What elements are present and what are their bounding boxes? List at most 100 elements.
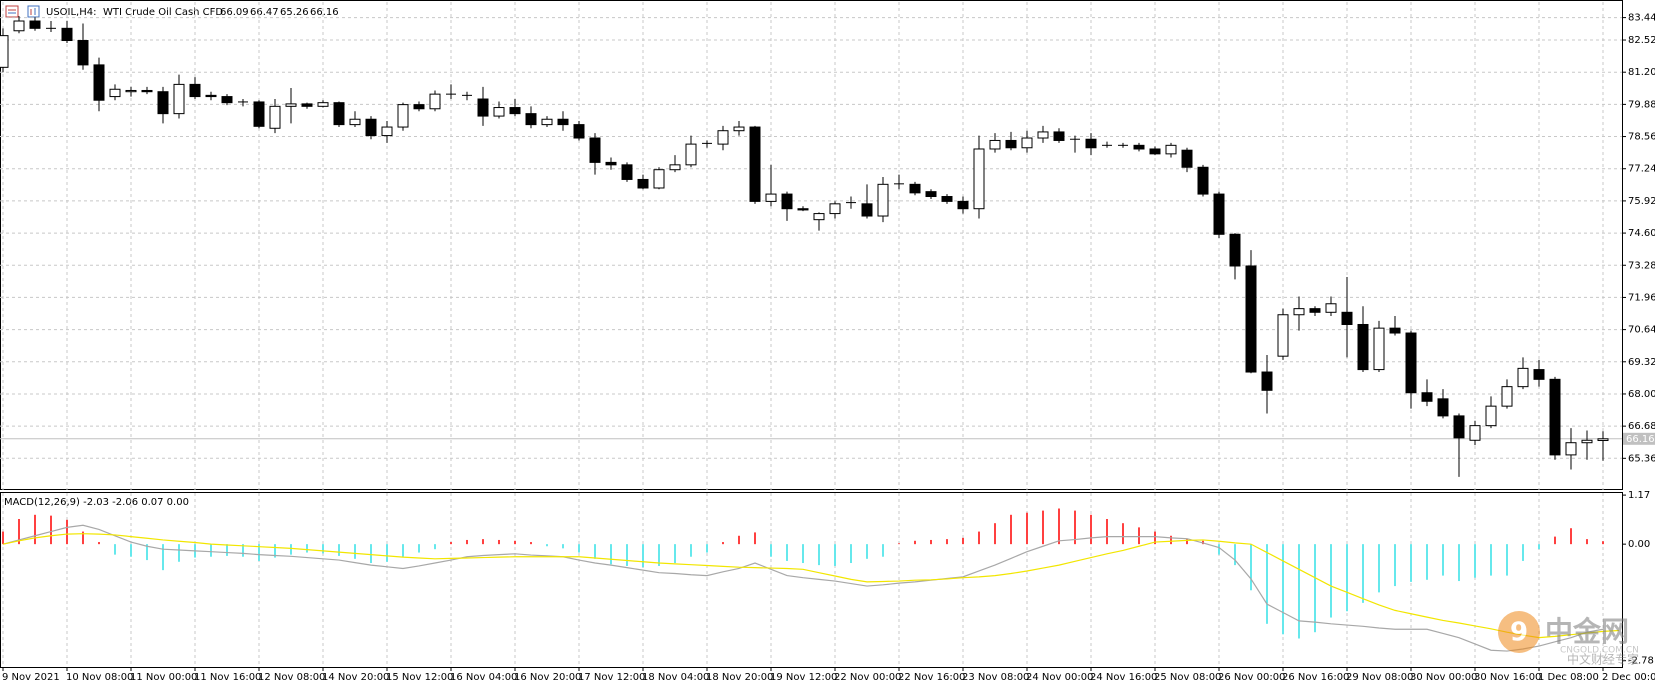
histogram-bar (546, 544, 548, 547)
candle-body (333, 102, 345, 126)
histogram-bar (50, 515, 52, 545)
candle-body (493, 107, 505, 117)
candle-body (1501, 386, 1513, 407)
candle-body (605, 161, 617, 166)
histogram-bar (1298, 544, 1300, 639)
candle-body (381, 126, 393, 137)
histogram-bar (162, 544, 164, 571)
y-tick-label: 65.36 (1628, 453, 1655, 464)
x-tick-label: 11 Nov 16:00 (194, 672, 261, 683)
icon-period[interactable] (27, 5, 40, 18)
candle-body (1133, 144, 1145, 150)
candle-body (909, 183, 921, 194)
histogram-bar (1330, 544, 1332, 618)
histogram-bar (450, 542, 452, 545)
ohlc-high: 66.47 (250, 7, 279, 18)
x-tick-label: 15 Nov 12:00 (386, 672, 453, 683)
candle-body (61, 27, 73, 42)
candle-body (0, 35, 9, 68)
candle-body (365, 118, 377, 137)
histogram-bar (1074, 510, 1076, 545)
watermark-glyph: 9 (1510, 618, 1528, 648)
y-tick-label: 0.00 (1628, 539, 1650, 550)
candle-body (109, 88, 121, 98)
y-tick-label: 68.00 (1628, 389, 1655, 400)
histogram-bar (706, 544, 708, 553)
indicator-line (2, 533, 1620, 639)
candle-body (749, 126, 761, 202)
current-price-box (1623, 432, 1655, 445)
histogram-bar (978, 531, 980, 545)
y-tick-label: 82.52 (1628, 35, 1655, 46)
candle-body (1053, 131, 1065, 141)
indicator-legend: MACD(12,26,9) -2.03 -2.06 0.07 0.00 (4, 497, 189, 508)
x-tick-label: 2 Dec 00:00 (1602, 672, 1655, 683)
candle-body (93, 64, 105, 101)
histogram-bar (722, 542, 724, 545)
candle-body (1149, 148, 1161, 155)
histogram-bar (1122, 523, 1124, 545)
x-tick-label: 10 Nov 08:00 (66, 672, 133, 683)
candle-body (1517, 367, 1529, 388)
histogram-bar (1586, 539, 1588, 545)
histogram-bar (642, 544, 644, 568)
histogram-bar (1570, 528, 1572, 545)
x-tick-label: 16 Nov 04:00 (450, 672, 517, 683)
candle-body (877, 183, 889, 217)
icon-symbol[interactable] (5, 5, 19, 18)
histogram-bar (1154, 531, 1156, 545)
candle-body (285, 103, 297, 107)
histogram-bar (1026, 512, 1028, 545)
histogram-bar (1458, 544, 1460, 582)
candle-body (125, 89, 137, 93)
histogram-bar (34, 514, 36, 545)
candle-body (1485, 405, 1497, 427)
histogram-bar (66, 519, 68, 545)
histogram-bar (482, 539, 484, 545)
histogram-bar (18, 518, 20, 545)
watermark-site: CNGOLD.COM.CN (1560, 646, 1639, 656)
histogram-bar (1554, 536, 1556, 545)
chart-symbol: USOIL,H4: (46, 7, 97, 18)
histogram-bar (514, 540, 516, 545)
histogram-bar (226, 544, 228, 556)
x-tick-label: 19 Nov 12:00 (770, 672, 837, 683)
y-tick-label: -2.78 (1628, 656, 1654, 667)
histogram-bar (994, 523, 996, 545)
candle-body (157, 91, 169, 115)
candle-body (781, 193, 793, 210)
histogram-bar (1058, 508, 1060, 545)
histogram-bar (98, 542, 100, 545)
histogram-bar (114, 544, 116, 555)
ohlc-open: 66.09 (220, 7, 249, 18)
candle-body (1085, 138, 1097, 149)
histogram-bar (1442, 544, 1444, 576)
candle-body (477, 98, 489, 117)
histogram-bar (1170, 535, 1172, 545)
candle-body (397, 104, 409, 128)
histogram-bar (354, 544, 356, 559)
histogram-bar (1538, 544, 1540, 550)
histogram-bar (434, 544, 436, 550)
histogram-bar (1282, 544, 1284, 635)
candle-body (349, 118, 361, 126)
candle-body (957, 200, 969, 210)
candle-body (829, 203, 841, 215)
toolbar-icons (5, 5, 40, 18)
indicator-line (2, 524, 1604, 652)
histogram-bar (658, 544, 660, 566)
candle-body (797, 208, 809, 211)
watermark-logo (1498, 611, 1540, 653)
x-tick-label: 30 Nov 00:00 (1410, 672, 1477, 683)
histogram-bar (626, 544, 628, 566)
histogram-bar (770, 544, 772, 557)
histogram-bar (418, 544, 420, 553)
histogram-bar (578, 544, 580, 553)
histogram-bar (322, 544, 324, 554)
candle-body (1213, 193, 1225, 235)
watermark-name: 中金网 (1545, 615, 1629, 648)
histogram-bar (338, 544, 340, 556)
y-tick-label: 78.56 (1628, 132, 1655, 143)
candle-body (141, 89, 153, 93)
candle-body (925, 191, 937, 198)
